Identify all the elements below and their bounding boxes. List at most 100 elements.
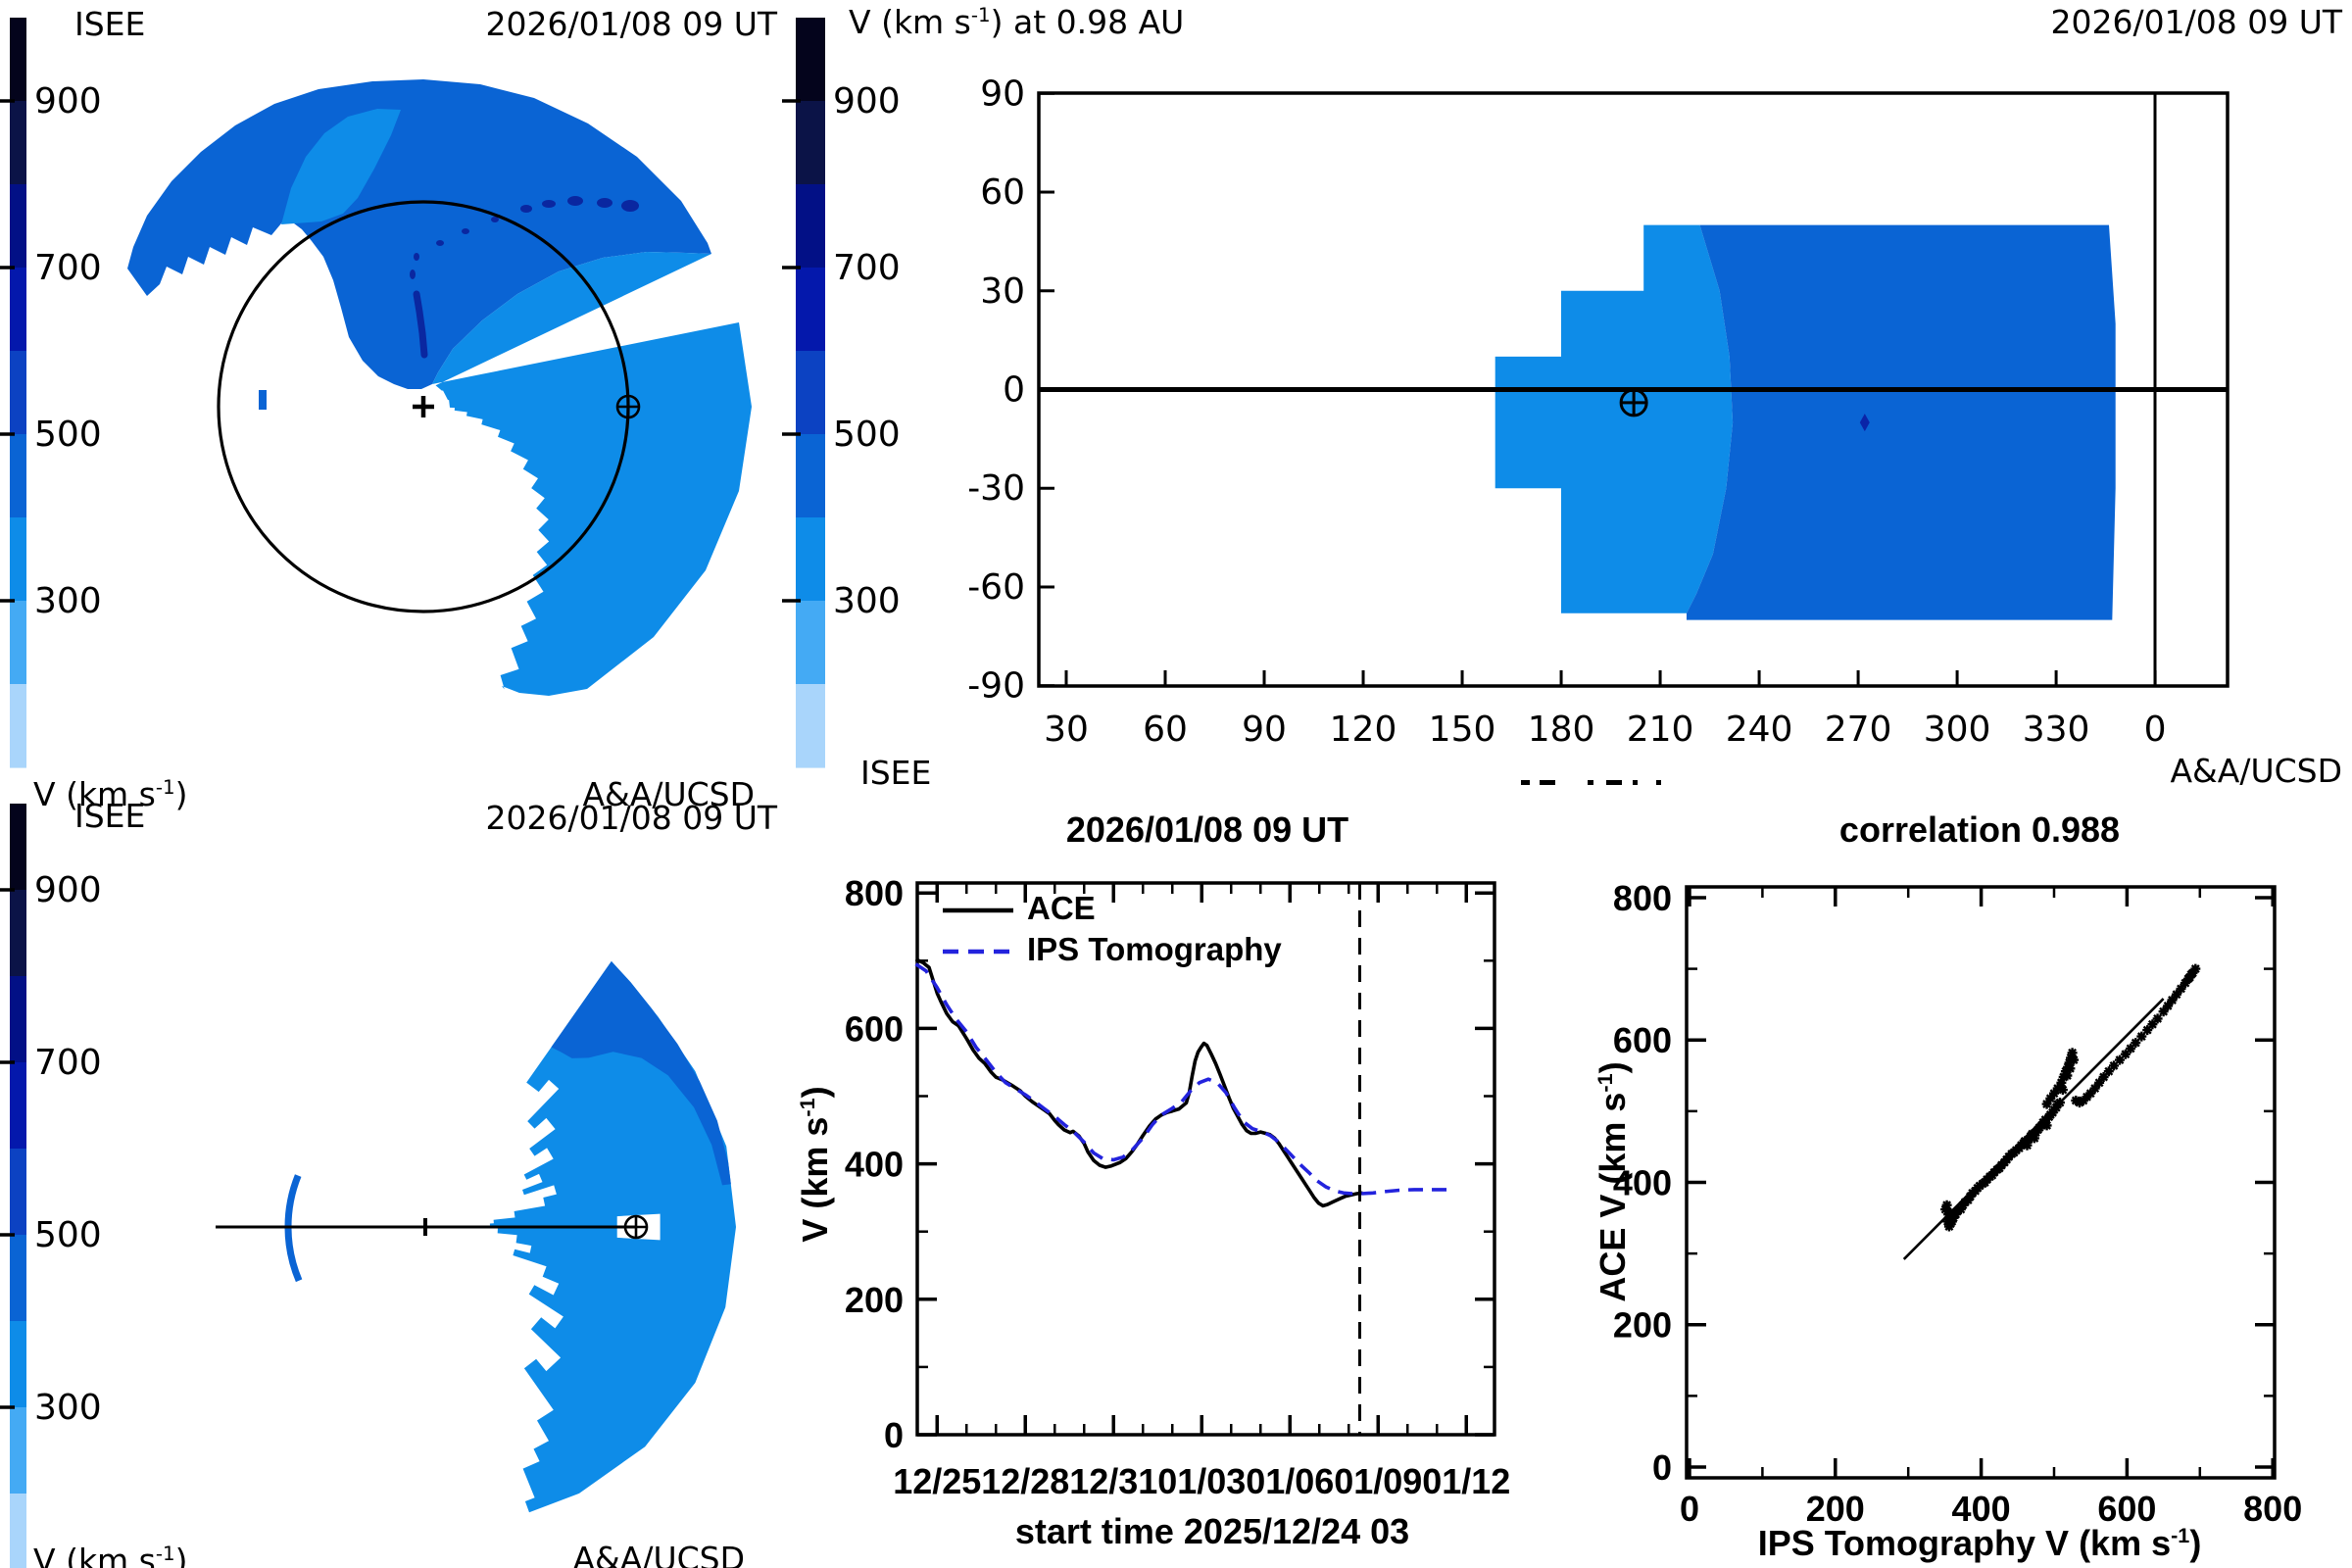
solar-wind-medium-speed-region	[127, 79, 711, 389]
scatter-x-tick-label: 600	[2097, 1489, 2156, 1529]
scatter-point	[2064, 1057, 2075, 1068]
vlabel-pre: V (km s	[33, 1542, 156, 1568]
credit-topright: A&A/UCSD	[2170, 752, 2342, 790]
colorbar-segment	[10, 1321, 26, 1408]
scatter-point	[2041, 1099, 2052, 1109]
fast-stream-dot	[414, 253, 419, 261]
timeseries-v-label: 400	[845, 1145, 904, 1185]
scatter-point	[2075, 1098, 2084, 1108]
timeseries-xlabel: start time 2025/12/24 03	[1014, 1511, 1410, 1551]
vlabel-sup: -1	[155, 1543, 175, 1565]
fan-medium-speed-rim	[551, 960, 731, 1186]
colorbar-segment	[796, 684, 825, 768]
colorbar-segment	[10, 890, 26, 977]
timeseries-date-label: 01/09	[1334, 1461, 1422, 1501]
colorbar-segment	[10, 101, 26, 185]
colorbar-segment	[10, 268, 26, 352]
scatter-xlabel: IPS Tomography V (km s-1)	[1758, 1523, 2202, 1563]
map-lon-tick-label: 0	[2144, 710, 2167, 750]
clipped-character-mark	[1633, 780, 1638, 785]
colorbar-segment	[796, 601, 825, 685]
colorbar-source-label-topright: ISEE	[860, 754, 932, 792]
scatter-point	[2089, 1083, 2100, 1094]
legend-label-ace: ACE	[1027, 890, 1096, 926]
scatter-y-tick-label: 600	[1613, 1020, 1672, 1060]
timeseries-v-label: 200	[845, 1280, 904, 1320]
scatter-point	[2120, 1049, 2131, 1059]
ylabel-post: )	[795, 1086, 836, 1099]
fan-slow-speed-region	[489, 960, 736, 1513]
colorbar-tick-label: 900	[833, 81, 901, 122]
scatter-xlabel-sup: -1	[2171, 1523, 2190, 1547]
colorbar-segment	[796, 184, 825, 269]
scatter-point	[2027, 1129, 2037, 1140]
fast-stream-dot	[621, 200, 639, 212]
colorbar-segment	[10, 184, 26, 269]
clipped-character-mark	[1521, 780, 1530, 785]
map-lat-tick-label: -60	[967, 567, 1025, 608]
scatter-point	[2152, 1013, 2163, 1024]
colorbar-segment	[10, 1407, 26, 1494]
colorbar-tick-label: 900	[34, 81, 102, 122]
panel-datetime-topright: 2026/01/08 09 UT	[2050, 3, 2342, 41]
scatter-point	[2020, 1136, 2031, 1147]
series-ips-tomography	[914, 962, 1452, 1196]
scatter-point	[2182, 973, 2193, 984]
scatter-point	[2082, 1092, 2092, 1102]
scatter-point	[1943, 1221, 1954, 1232]
timeseries-date-label: 12/28	[981, 1461, 1069, 1501]
map-lon-tick-label: 240	[1726, 710, 1793, 750]
scatter-point	[2041, 1120, 2052, 1131]
scatter-point	[2056, 1077, 2067, 1088]
scatter-point	[2185, 969, 2196, 980]
scatter-x-tick-label: 400	[1952, 1489, 2011, 1529]
timeseries-date-label: 01/06	[1246, 1461, 1334, 1501]
colorbar-segment	[10, 517, 26, 602]
scatter-point	[2085, 1088, 2096, 1099]
ylabel-sup: -1	[795, 1098, 820, 1117]
map-slow-speed-region	[1494, 224, 1734, 613]
earth-symbol	[615, 394, 641, 419]
scatter-point	[2131, 1038, 2141, 1049]
scatter-point	[2109, 1060, 2119, 1071]
scatter-y-tick-label: 800	[1613, 878, 1672, 918]
colorbar-tick-label: 300	[34, 1388, 102, 1428]
timeseries-panel: 12/25 12/28 12/31 01/03 01/06 01/09 01/12 0 200 4…	[845, 873, 1510, 1501]
scatter-point	[2060, 1066, 2071, 1077]
colorbar-segment	[10, 1235, 26, 1322]
colorbar-segment	[10, 601, 26, 685]
velocity-colorbar: 900 700 500 300	[0, 804, 102, 1568]
map-lat-tick-label: -90	[967, 666, 1025, 707]
scatter-point	[2058, 1072, 2069, 1082]
fast-stream-dot	[520, 205, 532, 213]
clipped-character-mark	[1588, 780, 1593, 785]
map-lon-tick-label: 300	[1924, 710, 1991, 750]
map-lat-tick-label: 0	[1003, 370, 1025, 411]
map-medium-speed-region	[1687, 224, 2116, 620]
fast-stream-dot	[410, 270, 416, 279]
credit-bottomleft: A&A/UCSD	[572, 1540, 745, 1568]
colorbar-segment	[10, 684, 26, 768]
clipped-character-mark	[1606, 780, 1622, 785]
scatter-xlabel-post: )	[2189, 1523, 2202, 1563]
timeseries-v-label: 800	[845, 873, 904, 913]
map-lon-tick-label: 30	[1044, 710, 1089, 750]
scatter-point	[2022, 1140, 2033, 1151]
scatter-points	[1940, 963, 2201, 1232]
colorbar-segment	[10, 1494, 26, 1568]
vlabel-post: )	[174, 1542, 188, 1568]
scatter-point	[2057, 1085, 2068, 1096]
colorbar-tick-label: 900	[34, 870, 102, 910]
series-ace	[914, 957, 1363, 1208]
scatter-point	[2158, 1006, 2169, 1017]
scatter-point	[2180, 978, 2190, 989]
colorbar-tick-label: 700	[34, 248, 102, 288]
scatter-point	[1940, 1204, 1951, 1215]
scatter-point	[2147, 1019, 2158, 1030]
fast-stream-dot	[567, 196, 583, 206]
scatter-y-tick-label: 0	[1652, 1447, 1672, 1488]
timeseries-frame	[915, 881, 1496, 1437]
scatter-point	[2078, 1096, 2088, 1105]
fast-stream-dot	[491, 217, 499, 222]
